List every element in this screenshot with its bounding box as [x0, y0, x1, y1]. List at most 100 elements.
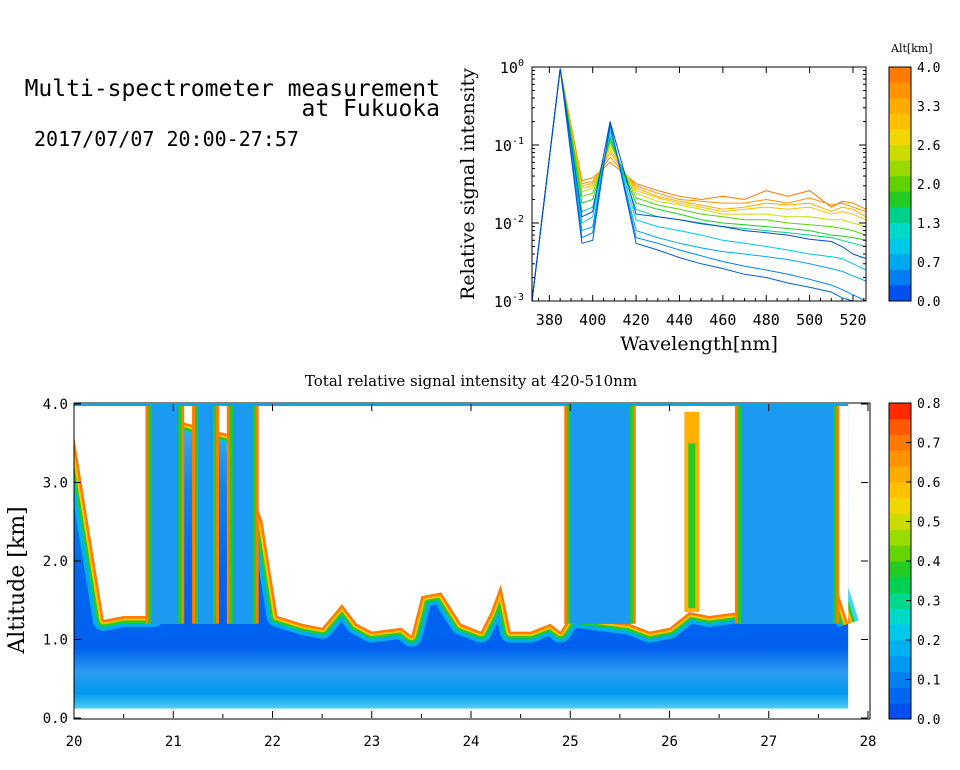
heatmap-cells	[74, 404, 859, 709]
altitude-colorbar-swatch	[889, 129, 911, 146]
spectrum-y-ticks: 100 10-1 10-2 10-3	[494, 58, 866, 311]
altitude-colorbar: 4.0 3.3 2.6 2.0 1.3 0.7 0.0	[888, 61, 940, 310]
altitude-colorbar-swatch	[889, 98, 911, 115]
intensity-colorbar-swatch	[889, 703, 911, 720]
altitude-colorbar-swatch	[889, 145, 911, 162]
spectrum-series-line-10	[531, 68, 867, 302]
spectrum-x-tick-label: 380	[536, 311, 563, 329]
intensity-colorbar-tick-label: 0.8	[917, 397, 940, 412]
altitude-colorbar-tick-label: 0.7	[917, 256, 940, 271]
heatmap-y-tick-label: 0.0	[43, 711, 68, 727]
spectrum-series-line-2	[531, 68, 867, 302]
intensity-colorbar-swatch	[889, 418, 911, 436]
heatmap-x-ticks: 20 21 22 23 24 25 26 27 28	[66, 404, 877, 750]
spectrum-x-tick-label: 400	[579, 311, 606, 329]
spectrum-series-line-1	[531, 68, 867, 302]
altitude-colorbar-swatch	[889, 191, 911, 208]
altitude-colorbar-swatch	[889, 238, 911, 255]
altitude-colorbar-tick-label: 0.0	[917, 295, 940, 310]
intensity-colorbar-swatch	[889, 466, 911, 483]
altitude-colorbar-frame	[888, 66, 912, 302]
spectrum-x-tick-label: 460	[709, 311, 736, 329]
altitude-colorbar-swatch	[889, 113, 911, 130]
spectrum-x-tick-label: 500	[796, 311, 823, 329]
intensity-colorbar-swatch	[889, 576, 911, 594]
intensity-colorbar-tick-label: 0.2	[917, 634, 940, 649]
altitude-colorbar-swatch	[889, 285, 911, 302]
altitude-colorbar-swatch	[889, 67, 911, 84]
spectrum-series-line-5	[531, 68, 867, 302]
heatmap-x-tick-label: 25	[562, 734, 579, 750]
altitude-colorbar-swatch	[889, 82, 911, 99]
spectrum-chart: 380 400 420 440 460 480 500 520 100 10-1 10-2 10-3…	[457, 42, 940, 355]
intensity-colorbar-swatch	[889, 671, 911, 688]
altitude-colorbar-swatch	[889, 207, 911, 224]
spectrum-series-line-0	[531, 68, 867, 302]
heatmap-x-tick-label: 22	[264, 734, 281, 750]
heatmap-y-tick-label: 1.0	[43, 633, 68, 649]
heatmap-x-tick-label: 20	[66, 734, 83, 750]
clear-column-interior	[232, 404, 253, 624]
intensity-colorbar-swatch	[889, 592, 911, 609]
spectrum-series-line-4	[531, 68, 867, 302]
figure-title-line1: Multi-spectrometer measurement	[25, 76, 440, 102]
heatmap-y-label: Altitude [km]	[5, 506, 30, 654]
heatmap-x-tick-label: 26	[661, 734, 678, 750]
intensity-colorbar-swatch	[889, 687, 911, 704]
heatmap-x-tick-label: 24	[463, 734, 480, 750]
spectrum-x-tick-label: 420	[623, 311, 650, 329]
heatmap-y-tick-label: 3.0	[43, 476, 68, 492]
spectrum-series-line-6	[531, 68, 867, 302]
heatmap-x-tick-label: 23	[363, 734, 380, 750]
spectrum-series-line-11	[531, 68, 866, 302]
figure-title-line2: at Fukuoka	[302, 96, 440, 122]
intensity-colorbar-tick-label: 0.6	[917, 476, 940, 491]
altitude-colorbar-swatch	[889, 160, 911, 177]
spectrum-series-line-9	[531, 68, 867, 302]
spectrum-y-tick-label: 100	[500, 58, 524, 77]
intensity-colorbar-tick-label: 0.7	[917, 437, 940, 452]
spectrum-x-tick-label: 480	[753, 311, 780, 329]
spectrum-x-tick-label: 520	[839, 311, 866, 329]
spectrum-x-label: Wavelength[nm]	[620, 333, 778, 355]
spectrum-series-line-3	[531, 68, 867, 302]
spectrum-series-line-8	[531, 68, 867, 302]
heatmap-x-tick-label: 27	[760, 734, 777, 750]
intensity-colorbar-swatch	[889, 529, 911, 546]
spectrum-y-tick-label: 10-2	[494, 214, 524, 233]
cloud-feature-26h-core	[688, 443, 696, 609]
spectrum-x-ticks: 380 400 420 440 460 480 500 520	[536, 67, 867, 329]
heatmap-title: Total relative signal intensity at 420-5…	[305, 372, 637, 390]
altitude-colorbar-tick-label: 2.6	[917, 139, 940, 154]
spectrum-series-line-12	[531, 68, 867, 302]
spectrum-y-tick-label: 10-3	[494, 292, 524, 311]
spectrum-y-label: Relative signal intensity	[457, 68, 479, 300]
intensity-colorbar: 0.0 0.1 0.2 0.3 0.4 0.5 0.6 0.7 0.8	[888, 397, 941, 728]
altitude-colorbar-tick-label: 4.0	[917, 61, 940, 76]
heatmap-x-tick-label: 28	[860, 734, 877, 750]
clear-column-interior	[198, 404, 213, 624]
clear-column-interior	[151, 404, 179, 624]
intensity-colorbar-tick-label: 0.5	[917, 516, 940, 531]
clear-column-interior	[570, 404, 630, 624]
altitude-colorbar-label: Alt[km]	[890, 42, 933, 55]
intensity-colorbar-swatch	[889, 640, 911, 657]
intensity-colorbar-swatch	[889, 482, 911, 499]
altitude-colorbar-tick-label: 3.3	[917, 100, 940, 115]
intensity-colorbar-tick-label: 0.4	[917, 555, 941, 570]
heatmap-x-tick-label: 21	[165, 734, 182, 750]
altitude-colorbar-tick-label: 1.3	[917, 217, 940, 232]
heatmap-chart: Total relative signal intensity at 420-5…	[5, 372, 941, 750]
measurement-datetime: 2017/07/07 20:00-27:57	[34, 127, 299, 151]
intensity-colorbar-tick-label: 0.1	[917, 674, 940, 689]
cloud-white-region	[74, 404, 849, 636]
intensity-colorbar-swatch	[889, 434, 911, 451]
intensity-colorbar-swatch	[889, 624, 911, 641]
intensity-colorbar-swatch	[889, 655, 911, 673]
intensity-colorbar-tick-label: 0.0	[917, 713, 940, 728]
intensity-colorbar-swatch	[889, 608, 911, 625]
intensity-colorbar-swatch	[889, 403, 911, 420]
altitude-colorbar-swatch	[889, 269, 911, 286]
heatmap-y-ticks: 0.0 1.0 2.0 3.0 4.0	[43, 397, 868, 727]
